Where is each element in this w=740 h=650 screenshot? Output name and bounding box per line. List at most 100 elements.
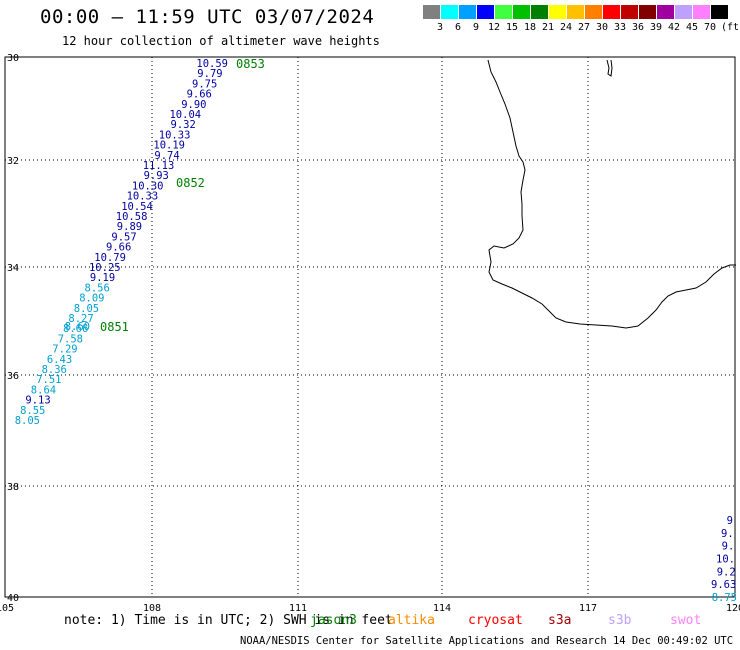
swh-value: 9.57 xyxy=(111,231,136,243)
swh-value: 9.13 xyxy=(25,395,50,407)
legend-swatch xyxy=(585,5,602,19)
legend-swatch xyxy=(477,5,494,19)
swh-value: 10.19 xyxy=(153,140,185,152)
swh-value: 9.66 xyxy=(106,242,131,254)
swh-value: 9.32 xyxy=(171,119,196,131)
satellite-altika: altika xyxy=(388,613,435,628)
swh-value: 9.2 xyxy=(717,566,736,578)
lat-lon-grid xyxy=(4,56,736,598)
swh-value: 8.55 xyxy=(20,405,45,417)
lat-tick-label: 30 xyxy=(7,53,19,64)
legend-swatch xyxy=(495,5,512,19)
axis-ticks: 105 108 111 114 117 120 30 32 34 36 38 40 xyxy=(0,53,740,614)
legend-label: 21 xyxy=(541,22,555,33)
swh-value: 7.29 xyxy=(52,344,77,356)
legend-swatch xyxy=(657,5,674,19)
legend-label: 70 xyxy=(703,22,717,33)
swh-value: 8.56 xyxy=(85,282,110,294)
swh-value: 10.25 xyxy=(89,262,121,274)
swh-value: 9.74 xyxy=(154,150,179,162)
legend-label: 45 xyxy=(685,22,699,33)
lon-tick-label: 120 xyxy=(726,603,740,614)
legend-swatch xyxy=(459,5,476,19)
legend-swatch xyxy=(603,5,620,19)
swh-value: 9.63 xyxy=(711,579,736,591)
satellite-cryosat: cryosat xyxy=(468,613,523,628)
legend-swatch xyxy=(423,5,440,19)
swh-value: 10.33 xyxy=(127,191,159,203)
swh-value: 9. xyxy=(722,541,735,553)
rottnest-island xyxy=(606,59,613,77)
legend-label: 33 xyxy=(613,22,627,33)
swh-value: 9.93 xyxy=(144,170,169,182)
lon-tick-label: 111 xyxy=(289,603,307,614)
swh-value: 9.66 xyxy=(187,89,212,101)
satellite-jason3: jason3 xyxy=(310,613,357,628)
legend-swatch xyxy=(693,5,710,19)
swh-value: 10.33 xyxy=(159,129,191,141)
legend-label: 24 xyxy=(559,22,573,33)
swh-value: 8.75 xyxy=(712,592,737,604)
lon-tick-label: 105 xyxy=(0,603,14,614)
swh-value: 8.60 xyxy=(65,321,90,333)
swh-value: 8.05 xyxy=(15,415,40,427)
legend-swatch xyxy=(639,5,656,19)
lat-tick-label: 38 xyxy=(7,482,19,493)
legend-label: 3 xyxy=(436,22,444,33)
swh-value: 10.79 xyxy=(94,252,126,264)
legend-swatch xyxy=(675,5,692,19)
swh-value: 10.58 xyxy=(116,211,148,223)
swh-value: 8.64 xyxy=(31,384,56,396)
footer-note: note: 1) Time is in UTC; 2) SWH is in fe… xyxy=(64,613,393,628)
swh-value: 10. xyxy=(716,554,735,566)
satellite-s3b: s3b xyxy=(608,613,632,628)
footer-credit: NOAA/NESDIS Center for Satellite Applica… xyxy=(240,635,740,647)
swh-value: 8.09 xyxy=(79,293,104,305)
swh-value: 7.58 xyxy=(58,333,83,345)
satellite-swot: swot xyxy=(670,613,702,628)
lat-tick-label: 36 xyxy=(7,371,19,382)
track-east: 99.9.10.9.29.638.75 xyxy=(711,515,737,604)
legend-unit: (ft) xyxy=(720,22,740,33)
legend-swatch xyxy=(711,5,728,19)
satellite-s3a: s3a xyxy=(548,613,572,628)
legend-label: 39 xyxy=(649,22,663,33)
legend-label: 18 xyxy=(523,22,537,33)
lat-tick-label: 34 xyxy=(7,263,19,274)
swh-value: 9.79 xyxy=(197,68,222,80)
legend-label: 42 xyxy=(667,22,681,33)
lon-tick-label: 114 xyxy=(433,603,451,614)
legend-swatch xyxy=(441,5,458,19)
swh-value: 9.19 xyxy=(90,272,115,284)
swh-value: 6.43 xyxy=(47,354,72,366)
pass-label-0853: 0853 xyxy=(236,57,265,71)
swh-value: 8.36 xyxy=(42,364,67,376)
australia-coastline xyxy=(487,59,736,329)
swh-value: 7.51 xyxy=(36,374,61,386)
pass-label-0851: 0851 xyxy=(100,320,129,334)
map-title: 00:00 – 11:59 UTC 03/07/2024 xyxy=(40,6,375,28)
map-frame xyxy=(4,56,736,598)
swh-value: 9 xyxy=(727,515,733,527)
legend-swatch xyxy=(549,5,566,19)
swh-value: 9.90 xyxy=(181,99,206,111)
swh-value: 11.13 xyxy=(143,160,175,172)
legend-swatch xyxy=(567,5,584,19)
swh-value: 8.66 xyxy=(63,323,88,335)
swh-value: 9.89 xyxy=(117,221,142,233)
legend-label: 30 xyxy=(595,22,609,33)
lat-tick-label: 32 xyxy=(7,156,19,167)
lat-tick-label: 40 xyxy=(7,593,19,604)
swh-value: 10.04 xyxy=(169,109,201,121)
map-subtitle: 12 hour collection of altimeter wave hei… xyxy=(62,34,380,48)
legend-label: 9 xyxy=(472,22,480,33)
track-west: 10.599.799.759.669.9010.049.3210.3310.19… xyxy=(15,58,228,427)
pass-label-0852: 0852 xyxy=(176,176,205,190)
swh-value: 10.30 xyxy=(132,180,164,192)
lon-tick-label: 108 xyxy=(143,603,161,614)
legend-label: 36 xyxy=(631,22,645,33)
legend-swatch xyxy=(513,5,530,19)
swh-value: 9. xyxy=(721,528,734,540)
legend-label: 6 xyxy=(454,22,462,33)
